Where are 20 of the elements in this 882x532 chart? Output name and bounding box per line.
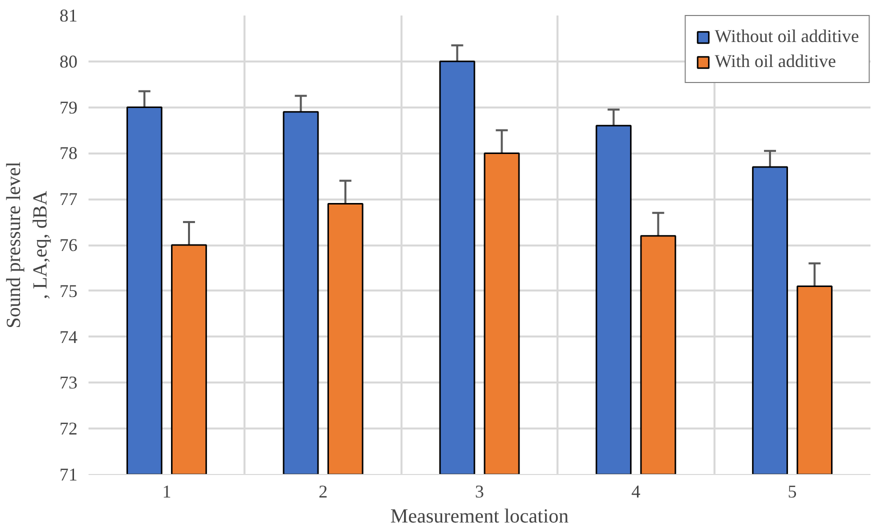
x-tick-label: 1 — [162, 482, 172, 502]
y-tick-label: 73 — [60, 372, 78, 393]
y-tick-label: 79 — [60, 97, 78, 118]
x-tick-label: 4 — [631, 482, 640, 502]
x-tick-label: 2 — [318, 482, 328, 502]
y-tick-label: 77 — [60, 189, 78, 210]
y-tick-label: 81 — [60, 6, 78, 26]
x-tick-label: 3 — [475, 482, 484, 502]
x-axis-title: Measurement location — [390, 506, 569, 528]
y-tick-label: 71 — [60, 464, 78, 484]
y-tick-label: 74 — [60, 326, 78, 347]
x-tick-label: 5 — [788, 482, 797, 502]
y-tick-label: 76 — [60, 235, 78, 255]
y-tick-label: 75 — [60, 280, 78, 301]
y-tick-label: 78 — [60, 143, 78, 164]
legend-label: With oil additive — [714, 51, 836, 72]
y-tick-label: 80 — [60, 51, 78, 72]
legend-label: Without oil additive — [714, 26, 859, 47]
y-axis-title: Sound pressure level , LA,eq, dBA — [3, 161, 52, 328]
y-tick-label: 72 — [60, 418, 78, 439]
